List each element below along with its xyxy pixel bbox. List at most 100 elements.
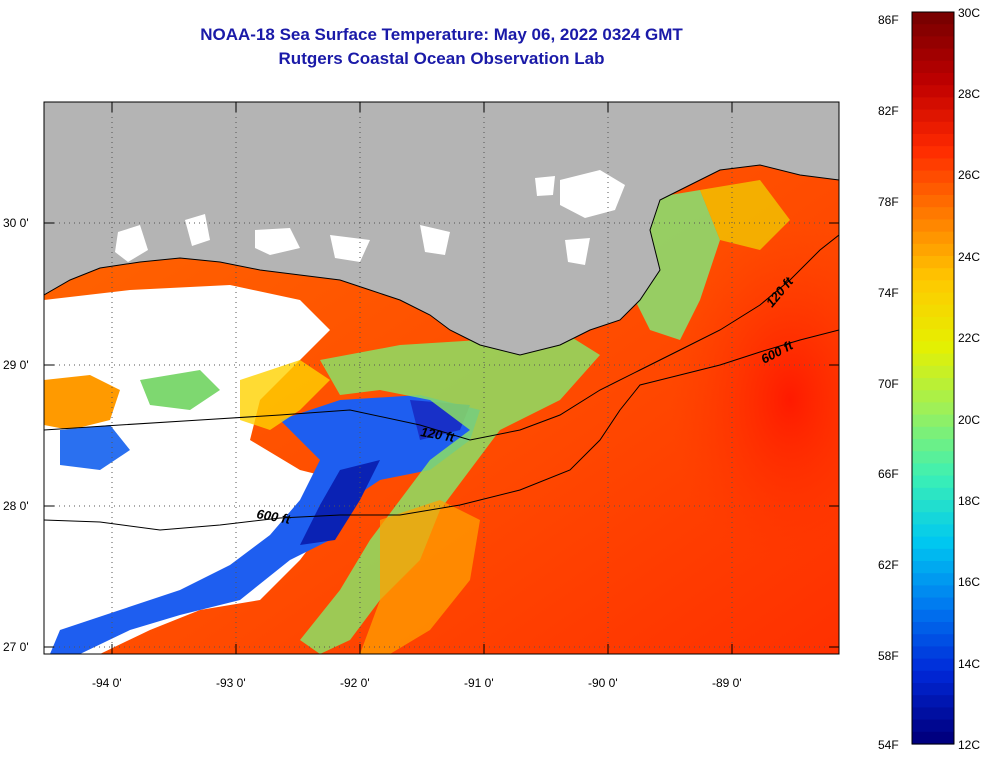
colorbar-band (912, 451, 954, 464)
map-title: NOAA-18 Sea Surface Temperature: May 06,… (200, 25, 683, 44)
colorbar-band (912, 548, 954, 562)
colorbar-f-label: 62F (878, 558, 899, 572)
colorbar-band (912, 512, 954, 525)
colorbar-band (912, 353, 954, 367)
colorbar-band (912, 158, 954, 172)
lake-calcasieu (185, 214, 210, 246)
colorbar-band (912, 622, 954, 635)
land (44, 102, 839, 355)
colorbar-f-label: 66F (878, 467, 899, 481)
colorbar-band (912, 707, 954, 721)
colorbar-band (912, 195, 954, 208)
colorbar-band (912, 536, 954, 550)
colorbar-band (912, 524, 954, 538)
colorbar-band (912, 646, 954, 660)
shoreline (44, 164, 839, 356)
colorbar-band (912, 414, 954, 428)
graticule (44, 102, 839, 654)
west-patch-green (140, 370, 220, 410)
colorbar-band (912, 365, 954, 379)
lat-label: 29 0' (3, 358, 29, 372)
colorbar-c-label: 18C (958, 494, 981, 508)
colorbar-band (912, 585, 954, 599)
colorbar-band (912, 658, 954, 672)
lat-label: 28 0' (3, 499, 29, 513)
colorbar-band (912, 475, 954, 489)
colorbar-band (912, 268, 954, 281)
contour-label-600ft-west: 600 ft (255, 506, 292, 527)
colorbar-band (912, 256, 954, 269)
delta-green (630, 190, 720, 340)
colorbar-band (912, 439, 954, 452)
cool-band-green (300, 330, 600, 654)
colorbar-band (912, 97, 954, 111)
cold-band-blue (50, 395, 480, 654)
colorbar-band (912, 597, 954, 611)
colorbar-band (912, 134, 954, 147)
colorbar-c-label: 26C (958, 168, 981, 182)
colorbar-band (912, 243, 954, 257)
lon-label: -94 0' (92, 676, 122, 690)
map-frame (43, 101, 840, 655)
contour-120ft (44, 234, 839, 441)
colorbar-c-label: 24C (958, 250, 981, 264)
lake-south (565, 238, 590, 265)
colorbar-band (912, 182, 954, 196)
hot-core (670, 220, 839, 580)
colorbar-band (912, 280, 954, 294)
map-subtitle: Rutgers Coastal Ocean Observation Lab (278, 49, 605, 68)
colorbar-band (912, 426, 954, 440)
lat-label: 27 0' (3, 640, 29, 654)
colorbar-frame (911, 11, 955, 745)
cool-band-yellow (240, 360, 330, 430)
colorbar-c-label: 16C (958, 575, 981, 589)
colorbar-f-label: 58F (878, 649, 899, 663)
colorbar-f-label: 70F (878, 377, 899, 391)
colorbar-band (912, 109, 954, 123)
colorbar-band (912, 36, 954, 50)
colorbar-c-label: 28C (958, 87, 981, 101)
colorbar-band (912, 304, 954, 318)
colorbar (912, 12, 954, 745)
lake-pontchartrain (560, 170, 625, 218)
colorbar-band (912, 48, 954, 62)
cold-core-navy (300, 460, 380, 545)
colorbar-band (912, 24, 954, 37)
colorbar-band (912, 731, 954, 745)
colorbar-band (912, 463, 954, 477)
colorbar-band (912, 317, 954, 330)
lat-label: 30 0' (3, 216, 29, 230)
lake-white (255, 228, 300, 255)
colorbar-c-label: 20C (958, 413, 981, 427)
lon-label: -91 0' (464, 676, 494, 690)
colorbar-band (912, 146, 954, 159)
colorbar-band (912, 60, 954, 74)
lon-label: -92 0' (340, 676, 370, 690)
colorbar-band (912, 170, 954, 184)
colorbar-band (912, 634, 954, 647)
colorbar-band (912, 695, 954, 708)
colorbar-band (912, 670, 954, 684)
lon-label: -90 0' (588, 676, 618, 690)
lon-label: -89 0' (712, 676, 742, 690)
colorbar-band (912, 219, 954, 233)
colorbar-band (912, 231, 954, 245)
colorbar-band (912, 378, 954, 391)
west-patch (44, 375, 120, 430)
colorbar-band (912, 402, 954, 416)
colorbar-f-label: 82F (878, 104, 899, 118)
colorbar-band (912, 390, 954, 403)
colorbar-band (912, 329, 954, 342)
contour-600ft (44, 329, 839, 531)
contour-label-120ft-west: 120 ft (419, 424, 456, 445)
colorbar-band (912, 207, 954, 220)
colorbar-band (912, 341, 954, 355)
colorbar-band (912, 85, 954, 98)
colorbar-c-label: 14C (958, 657, 981, 671)
lake-small (535, 176, 555, 196)
colorbar-c-label: 30C (958, 6, 981, 20)
west-patch-blue (60, 425, 130, 470)
cool-band-orange (360, 500, 480, 654)
lon-label: -93 0' (216, 676, 246, 690)
colorbar-band (912, 121, 954, 135)
